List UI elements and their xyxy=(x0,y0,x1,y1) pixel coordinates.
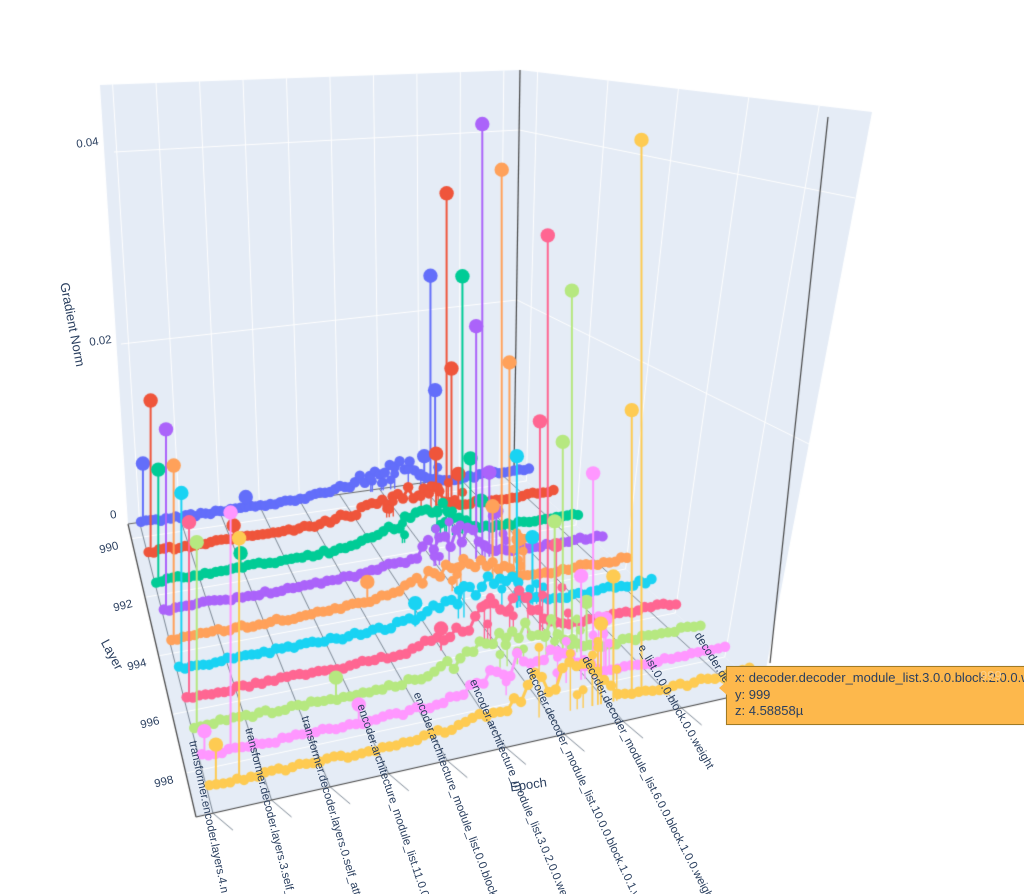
tooltip-caret-icon xyxy=(719,681,727,695)
tooltip-y-line: y: 999 xyxy=(735,686,771,702)
tooltip-x-line: x: decoder.decoder_module_list.3.0.0.blo… xyxy=(735,670,1024,685)
tooltip-z-line: z: 4.58858µ xyxy=(735,703,804,719)
hover-tooltip: x: decoder.decoder_module_list.3.0.0.blo… xyxy=(719,666,1024,725)
tooltip-side-trace-label: 999 xyxy=(980,668,1002,683)
